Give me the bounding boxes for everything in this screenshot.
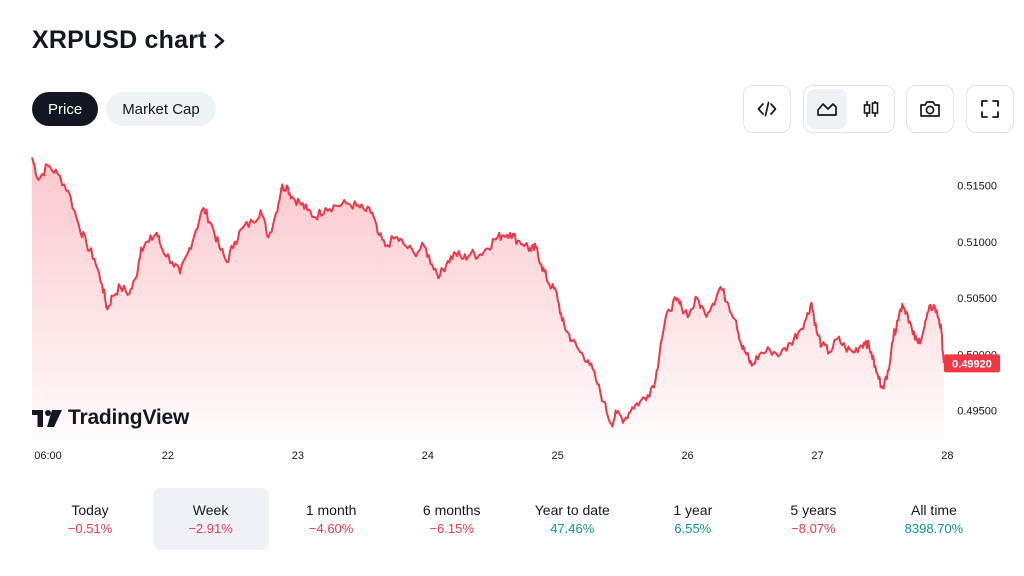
tradingview-logo-icon (32, 409, 62, 427)
range-label: 5 years (790, 502, 837, 518)
price-button[interactable]: Price (32, 92, 99, 126)
range-change-value: 47.46% (550, 521, 595, 536)
x-tick-label: 23 (292, 450, 304, 462)
range-change-value: −2.91% (188, 521, 233, 536)
fullscreen-button[interactable] (966, 85, 1014, 133)
range-today[interactable]: Today −0.51% (32, 488, 148, 550)
x-tick-label: 28 (941, 450, 953, 462)
range-change-value: −0.51% (67, 521, 113, 536)
last-price-label: 0.49920 (952, 358, 992, 370)
x-tick-label: 22 (162, 450, 174, 462)
x-tick-label: 25 (552, 450, 564, 462)
chart-title-link[interactable]: XRPUSD chart (32, 26, 229, 55)
price-area-fill (32, 157, 944, 440)
range-1-month[interactable]: 1 month −4.60% (273, 488, 389, 550)
y-tick-label: 0.50500 (957, 293, 997, 305)
snapshot-button[interactable] (906, 85, 954, 133)
range-label: Year to date (534, 502, 610, 518)
x-tick-label: 24 (422, 450, 434, 462)
range-year-to-date[interactable]: Year to date 47.46% (514, 488, 630, 550)
chart-mode-toggle: Price Market Cap (32, 92, 216, 126)
y-tick-label: 0.51500 (957, 181, 997, 193)
range-change-value: −8.07% (791, 521, 836, 536)
x-tick-label: 27 (811, 450, 823, 462)
range-all-time[interactable]: All time 8398.70% (876, 488, 992, 550)
range-change-value: 8398.70% (904, 521, 964, 536)
range-label: Today (71, 502, 109, 518)
area-chart-button[interactable] (807, 89, 847, 129)
candlestick-button[interactable] (851, 89, 891, 129)
market-cap-button[interactable]: Market Cap (106, 92, 216, 126)
range-label: Week (192, 502, 229, 518)
area-chart-icon (817, 103, 837, 116)
range-week[interactable]: Week −2.91% (152, 488, 269, 550)
code-icon (757, 101, 777, 117)
range-change-value: 6.55% (674, 521, 712, 536)
fullscreen-icon (981, 100, 999, 118)
tradingview-wordmark: TradingView (68, 406, 190, 429)
range-label: 1 month (305, 502, 357, 518)
range-change-value: −4.60% (308, 521, 354, 536)
camera-icon (920, 101, 940, 117)
last-price-badge (944, 354, 1000, 373)
candlestick-icon (863, 101, 879, 117)
range-label: All time (910, 502, 957, 518)
x-tick-label: 26 (681, 450, 693, 462)
range-1-year[interactable]: 1 year 6.55% (635, 488, 751, 550)
range-5-years[interactable]: 5 years −8.07% (755, 488, 871, 550)
range-label: 1 year (673, 502, 713, 518)
range-label: 6 months (422, 502, 481, 518)
x-tick-label: 06:00 (34, 450, 62, 462)
page-title: XRPUSD chart (32, 26, 207, 54)
chevron-right-icon (214, 33, 224, 48)
embed-button[interactable] (743, 85, 791, 133)
price-line (31, 157, 945, 428)
time-range-selector: Today −0.51% Week −2.91% 1 month −4.60% 6 mont… (32, 488, 992, 550)
tradingview-logo: TradingView (32, 406, 189, 430)
chart-style-group (803, 85, 895, 133)
range-6-months[interactable]: 6 months −6.15% (394, 488, 510, 550)
y-tick-label: 0.51000 (957, 237, 997, 249)
y-tick-label: 0.49500 (957, 406, 997, 418)
range-change-value: −6.15% (429, 521, 474, 536)
